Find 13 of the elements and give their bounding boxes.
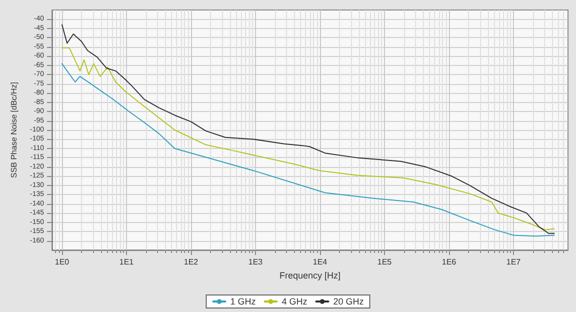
y-axis-title: SSB Phase Noise [dBc/Hz] (10, 82, 18, 178)
x-axis-title: Frequency [Hz] (279, 270, 341, 280)
x-tick-label: 1E7 (506, 258, 522, 266)
x-tick-label: 1E0 (54, 258, 70, 266)
legend-label: 4 GHz (282, 296, 308, 306)
x-tick-label: 1E6 (442, 258, 457, 266)
x-tick-label: 1E1 (119, 258, 134, 266)
legend-label: 1 GHz (230, 296, 256, 306)
x-tick-label: 1E2 (184, 258, 199, 266)
x-tick-label: 1E5 (377, 258, 392, 266)
x-tick-label: 1E4 (312, 258, 328, 266)
x-tick-label: 1E3 (248, 258, 264, 266)
legend-label: 20 GHz (333, 296, 364, 306)
